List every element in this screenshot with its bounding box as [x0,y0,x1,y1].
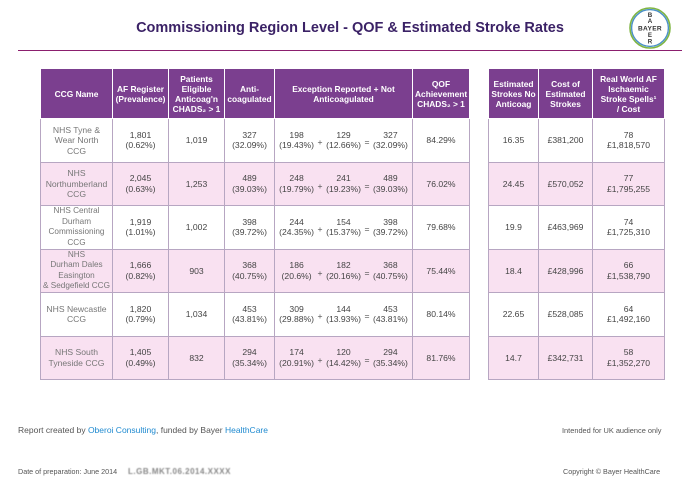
af-register: 1,820 (0.79%) [112,292,169,337]
exception-cell: 244 (24.35%) + 154 (15.37%) = 398 (39.72%) [274,205,413,250]
svg-text:BAYER: BAYER [638,26,662,33]
exception-cell: 198 (19.43%) + 129 (12.66%) = 327 (32.09%) [274,118,413,163]
table-row: 16.35 £381,200 78 £1,818,570 [488,118,665,163]
qof-achievement: 80.14% [412,292,470,337]
stroke-cost: £570,052 [538,161,593,206]
af-register: 1,801 (0.62%) [112,118,169,163]
table-row: 22.65 £528,085 64 £1,492,160 [488,292,665,337]
anticoagulated: 294 (35.34%) [224,335,275,380]
eligible: 1,019 [168,118,225,163]
reference-code: L.GB.MKT.06.2014.XXXX [128,467,231,476]
exception-cell: 174 (20.91%) + 120 (14.42%) = 294 (35.34%) [274,335,413,380]
oberoi-consulting-link[interactable]: Oberoi Consulting [87,425,156,435]
anticoagulated: 368 (40.75%) [224,248,275,293]
anticoagulated: 398 (39.72%) [224,205,275,250]
af-register: 1,919 (1.01%) [112,205,169,250]
eligible: 832 [168,335,225,380]
table-row: NHS Durham Dales Easington & Sedgefield CC… [40,248,470,293]
qof-achievement: 79.68% [412,205,470,250]
eligible: 1,253 [168,161,225,206]
real-world-spells: 74 £1,725,310 [592,205,665,250]
header-estimated-strokes: Estimated Strokes No Anticoag [488,68,539,119]
header-cost: Cost of Estimated Strokes [538,68,593,119]
eligible: 903 [168,248,225,293]
table-row: 14.7 £342,731 58 £1,352,270 [488,335,665,380]
anticoagulated: 453 (43.81%) [224,292,275,337]
qof-achievement: 76.02% [412,161,470,206]
af-register: 2,045 (0.63%) [112,161,169,206]
qof-achievement: 75.44% [412,248,470,293]
ccg-name: NHS Northumberland CCG [40,161,113,206]
qof-achievement: 81.76% [412,335,470,380]
stroke-cost: £381,200 [538,118,593,163]
header-anticoagulated: Anti-coagulated [224,68,275,119]
eligible: 1,034 [168,292,225,337]
header-qof: QOF Achievement CHADS₂ > 1 [412,68,470,119]
exception-cell: 248 (19.79%) + 241 (19.23%) = 489 (39.03%) [274,161,413,206]
svg-text:A: A [648,18,653,25]
ccg-name: NHS Tyne & Wear North CCG [40,118,113,163]
ccg-name: NHS Newcastle CCG [40,292,113,337]
ccg-name: NHS Central Durham Commissioning CCG [40,205,113,250]
copyright: Copyright © Bayer HealthCare [563,467,661,476]
title-divider [18,50,682,51]
table-row: NHS Newcastle CCG 1,820 (0.79%) 1,034 453(… [40,292,470,337]
table-row: NHS Northumberland CCG 2,045 (0.63%) 1,253… [40,161,470,206]
date-of-preparation: Date of preparation: June 2014 [18,467,118,476]
bayer-healthcare-link[interactable]: HealthCare [224,425,268,435]
eligible: 1,002 [168,205,225,250]
anticoagulated: 327 (32.09%) [224,118,275,163]
estimated-strokes: 18.4 [488,248,539,293]
estimated-strokes: 22.65 [488,292,539,337]
stroke-cost: £342,731 [538,335,593,380]
af-register: 1,666 (0.82%) [112,248,169,293]
header-af-register: AF Register (Prevalence) [112,68,169,119]
exception-cell: 309 (29.88%) + 144 (13.93%) = 453 (43.81%) [274,292,413,337]
af-register: 1,405 (0.49%) [112,335,169,380]
real-world-spells: 64 £1,492,160 [592,292,665,337]
qof-achievement: 84.29% [412,118,470,163]
estimated-strokes: 19.9 [488,205,539,250]
qof-table: CCG Name AF Register (Prevalence) Patien… [40,68,470,380]
audience-note: Intended for UK audience only [562,426,662,435]
table-row: 18.4 £428,996 66 £1,538,790 [488,248,665,293]
estimated-strokes: 24.45 [488,161,539,206]
ccg-name: NHS South Tyneside CCG [40,335,113,380]
svg-text:B: B [648,12,653,19]
header-exception: Exception Reported + Not Anticoagulated [274,68,413,119]
table-row: NHS Tyne & Wear North CCG 1,801 (0.62%) 1,… [40,118,470,163]
stroke-cost: £528,085 [538,292,593,337]
svg-text:E: E [648,32,652,39]
real-world-spells: 77 £1,795,255 [592,161,665,206]
stroke-cost: £463,969 [538,205,593,250]
bayer-cross-logo: B A BAYER E R [629,7,671,49]
table-row: NHS Central Durham Commissioning CCG 1,919(… [40,205,470,250]
svg-text:R: R [648,39,653,46]
table-row: NHS South Tyneside CCG 1,405 (0.49%) 832 2… [40,335,470,380]
ccg-name: NHS Durham Dales Easington & Sedgefield CC… [40,248,113,293]
estimated-strokes: 16.35 [488,118,539,163]
table-row: 24.45 £570,052 77 £1,795,255 [488,161,665,206]
anticoagulated: 489 (39.03%) [224,161,275,206]
real-world-spells: 66 £1,538,790 [592,248,665,293]
stroke-cost: £428,996 [538,248,593,293]
header-eligible: Patients Eligible Anticoag'n CHADS₂ > 1 [168,68,225,119]
estimated-strokes: 14.7 [488,335,539,380]
real-world-spells: 58 £1,352,270 [592,335,665,380]
report-credit: Report created by Oberoi Consulting, fun… [18,425,268,435]
header-ccg: CCG Name [40,68,113,119]
page-title: Commissioning Region Level - QOF & Estim… [136,20,564,36]
real-world-spells: 78 £1,818,570 [592,118,665,163]
table-row: 19.9 £463,969 74 £1,725,310 [488,205,665,250]
header-real-world: Real World AF Ischaemic Stroke Spells¹ /… [592,68,665,119]
exception-cell: 186 (20.6%) + 182 (20.16%) = 368 (40.75%) [274,248,413,293]
stroke-cost-table: Estimated Strokes No Anticoag Cost of Es… [488,68,665,380]
